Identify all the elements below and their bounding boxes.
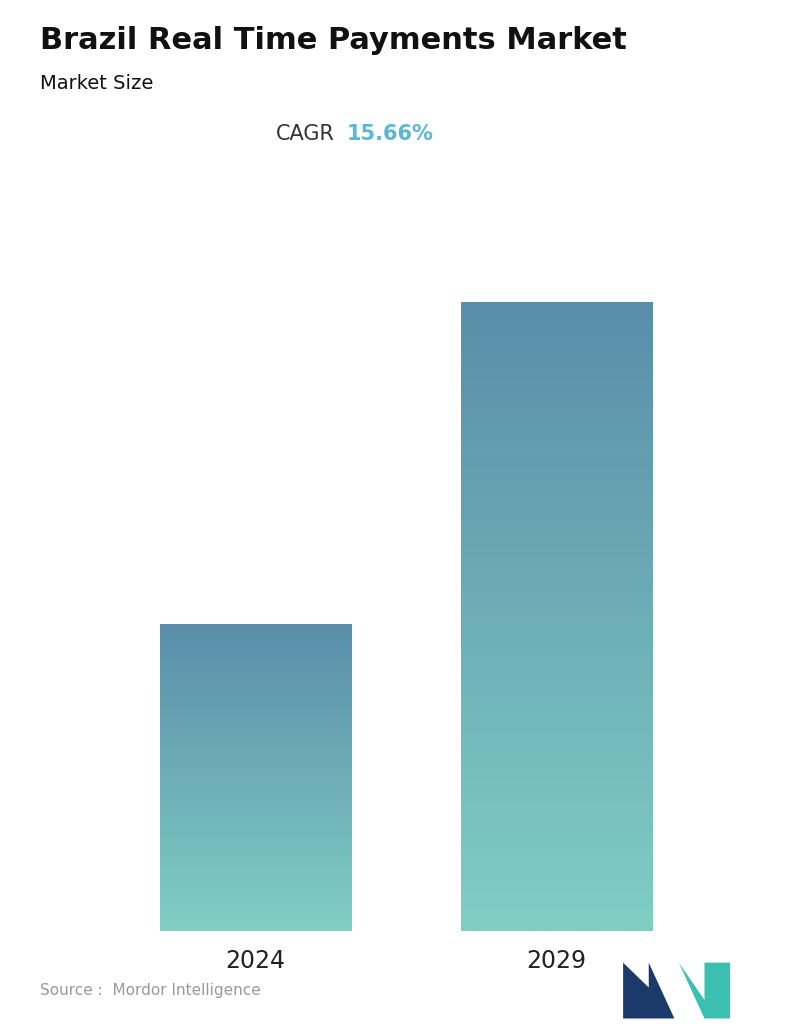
Text: 2024: 2024: [225, 949, 285, 973]
Text: 2029: 2029: [527, 949, 587, 973]
Text: Source :  Mordor Intelligence: Source : Mordor Intelligence: [40, 982, 260, 998]
Text: Market Size: Market Size: [40, 74, 153, 93]
Text: Brazil Real Time Payments Market: Brazil Real Time Payments Market: [40, 26, 626, 55]
Polygon shape: [623, 963, 674, 1018]
Text: CAGR: CAGR: [275, 124, 334, 144]
Text: 15.66%: 15.66%: [346, 124, 433, 144]
Polygon shape: [679, 963, 730, 1018]
